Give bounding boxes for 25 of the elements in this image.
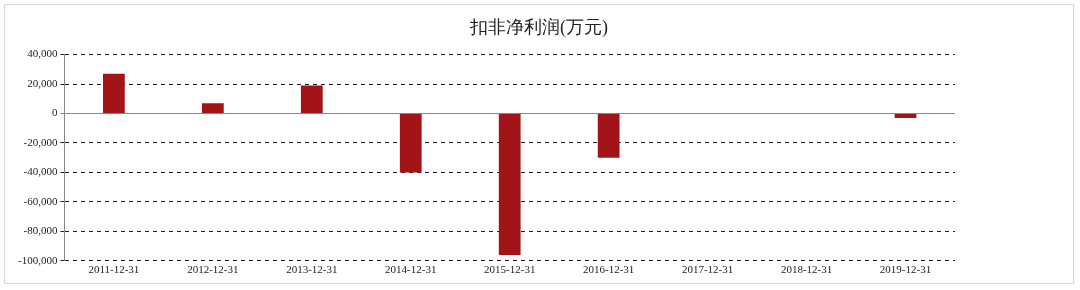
y-tick-label: -80,000 [23, 224, 58, 237]
bar [103, 73, 125, 114]
bar [894, 114, 917, 118]
y-tick-label: 40,000 [27, 47, 58, 60]
y-tick-label: 20,000 [27, 76, 58, 89]
x-tick-label: 2018-12-31 [780, 263, 833, 276]
bar [201, 103, 224, 114]
y-tick-label: -100,000 [17, 253, 58, 266]
x-tick-label: 2014-12-31 [385, 263, 437, 276]
x-tick-label: 2013-12-31 [286, 263, 338, 276]
x-tick-label: 2015-12-31 [484, 263, 536, 276]
y-tick-label: 0 [51, 106, 58, 119]
x-tick-label: 2012-12-31 [187, 263, 239, 276]
bar [597, 114, 620, 158]
x-tick-label: 2011-12-31 [88, 263, 140, 276]
bar [399, 114, 422, 173]
y-tick-label: -60,000 [23, 194, 58, 207]
y-tick-label: -20,000 [23, 135, 58, 148]
x-tick-label: 2016-12-31 [583, 263, 635, 276]
bar [300, 85, 323, 114]
bar [498, 114, 521, 255]
x-tick-label: 2017-12-31 [681, 263, 734, 276]
chart-title: 扣非净利润(万元) [469, 16, 609, 39]
y-tick-label: -40,000 [23, 165, 58, 178]
x-tick-label: 2019-12-31 [879, 263, 932, 276]
